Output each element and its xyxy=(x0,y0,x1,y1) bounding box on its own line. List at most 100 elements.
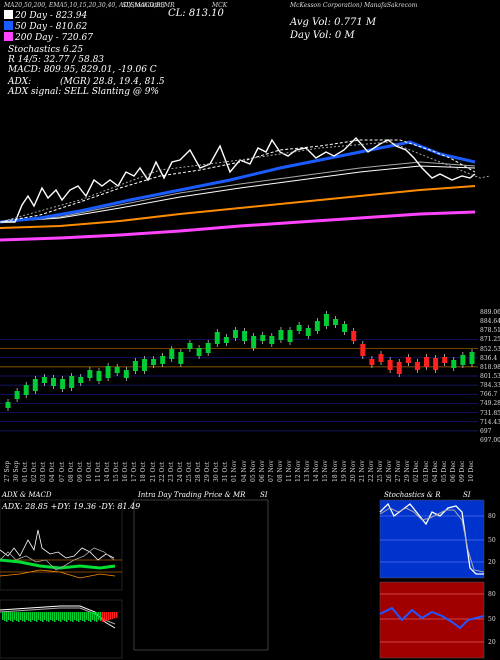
date-label: 07 Oct xyxy=(58,461,66,482)
candle-body xyxy=(269,336,275,344)
macd-bar xyxy=(38,612,40,620)
price-label: 818.98 xyxy=(480,363,500,371)
macd-bar xyxy=(32,612,34,620)
macd-bar xyxy=(46,612,48,621)
macd-bar xyxy=(2,612,4,620)
date-label: 17 Oct xyxy=(131,461,139,482)
candle-body xyxy=(50,378,56,386)
macd-bar xyxy=(82,612,84,621)
stochastics-value: Stochastics 6.25 xyxy=(8,45,84,55)
macd-bar xyxy=(12,612,14,622)
candle-body xyxy=(205,343,211,353)
candle-body xyxy=(369,359,375,365)
macd-bar xyxy=(42,612,44,622)
date-label: 15 Nov xyxy=(322,460,330,482)
macd-bar xyxy=(74,612,76,620)
date-label: 18 Nov xyxy=(331,460,339,482)
candle-body xyxy=(87,370,93,378)
macd-bar xyxy=(4,612,6,621)
candle-body xyxy=(214,332,220,344)
date-label: 26 Nov xyxy=(386,460,394,482)
macd-bar xyxy=(88,612,90,621)
macd-bar xyxy=(28,612,30,621)
date-label: 10 Dec xyxy=(468,460,475,482)
adx-plus-di xyxy=(0,529,115,561)
date-label: 18 Oct xyxy=(140,461,148,482)
macd-bar xyxy=(76,612,78,621)
candle-body xyxy=(451,360,457,368)
macd-histogram xyxy=(2,612,118,622)
candle-body xyxy=(305,328,311,336)
price-label: 878.51 xyxy=(480,327,500,335)
date-label: 21 Nov xyxy=(358,460,366,482)
ma20-swatch xyxy=(4,10,13,19)
macd-bar xyxy=(110,612,112,620)
price-grid xyxy=(0,339,478,432)
date-label: 08 Oct xyxy=(67,461,75,482)
macd-bar xyxy=(96,612,98,622)
macd-bar xyxy=(48,612,50,622)
adx-signal: ADX signal: SELL Slanting @ 9% xyxy=(8,87,159,97)
date-label: 30 Sep xyxy=(13,460,21,482)
stoch-tick-20: 20 xyxy=(488,559,496,566)
close-price: CL: 813.10 xyxy=(168,8,224,19)
adx-minus-di xyxy=(0,547,115,571)
macd-bar xyxy=(20,612,22,620)
date-label: 11 Nov xyxy=(286,460,294,482)
date-label: 12 Nov xyxy=(295,460,303,482)
r-value: R 14/5: 32.77 / 58.83 xyxy=(8,55,105,65)
macd-bar xyxy=(26,612,28,620)
price-label: 871.25 xyxy=(480,336,500,344)
date-label: 30 Oct xyxy=(213,461,221,482)
candle-body xyxy=(141,359,147,371)
candle-body xyxy=(387,360,393,370)
ema30-line xyxy=(0,165,476,223)
candle-body xyxy=(14,391,20,399)
candle-body xyxy=(251,336,257,348)
intraday-si-label: SI xyxy=(260,491,268,499)
date-label: 06 Nov xyxy=(258,460,266,482)
signal-line xyxy=(0,141,491,223)
candle-body xyxy=(23,385,29,395)
candle-body xyxy=(360,344,366,356)
macd-bar xyxy=(50,612,52,620)
date-label: 27 Nov xyxy=(395,460,403,482)
candle-body xyxy=(414,362,420,370)
candle-body xyxy=(242,331,248,341)
ma50-line xyxy=(0,140,476,224)
macd-bar xyxy=(98,612,100,620)
stoch-k-line xyxy=(379,502,484,575)
candle-body xyxy=(60,379,66,389)
price-label: 697 xyxy=(480,427,492,435)
macd-bar xyxy=(40,612,42,621)
ema20-line xyxy=(0,161,476,223)
ma20-line xyxy=(0,139,476,223)
macd-bar xyxy=(78,612,80,622)
macd-bar xyxy=(116,612,118,618)
candle-body xyxy=(424,357,430,367)
date-label: 21 Oct xyxy=(149,461,157,482)
price-label: 836.4 xyxy=(480,354,498,362)
macd-value: MACD: 809.95, 829.01, -19.06 C xyxy=(8,65,157,75)
date-label: 08 Nov xyxy=(276,460,284,482)
macd-bar xyxy=(70,612,72,621)
ma200-line xyxy=(0,210,476,242)
macd-bar xyxy=(86,612,88,620)
stochastics-title: Stochastics & R xyxy=(384,491,441,499)
date-label: 14 Nov xyxy=(313,460,321,482)
macd-bar xyxy=(16,612,18,621)
macd-bar xyxy=(62,612,64,620)
date-label: 28 Oct xyxy=(195,461,203,482)
macd-bar xyxy=(104,612,106,622)
macd-bar xyxy=(24,612,26,622)
macd-bar xyxy=(58,612,60,621)
ma200-swatch xyxy=(4,32,13,41)
candle-body xyxy=(169,349,175,359)
candle-body xyxy=(114,367,120,373)
date-label: 19 Nov xyxy=(340,460,348,482)
date-label: 27 Sep xyxy=(4,460,11,482)
candle-body xyxy=(232,330,238,338)
candle-body xyxy=(287,330,293,342)
r-tick-50: 50 xyxy=(488,616,496,623)
macd-bar xyxy=(14,612,16,620)
